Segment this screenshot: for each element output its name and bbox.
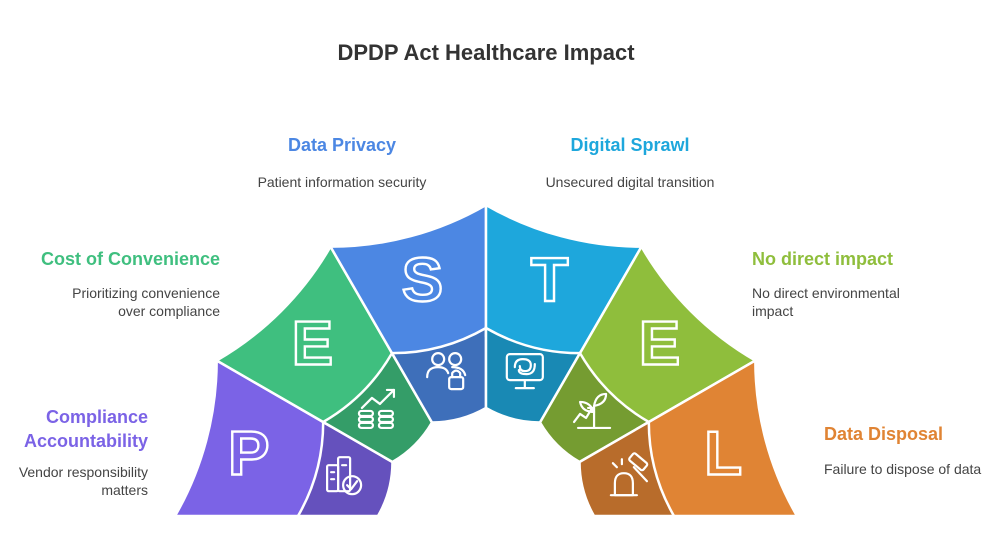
segment-letter-6: L [704,419,742,488]
desc-data-disposal: Failure to dispose of data [824,461,982,477]
monitor-tangle-icon [505,353,544,390]
label-digital-sprawl: Digital Sprawl [570,135,690,155]
desc-line-1: Prioritizing convenience [72,285,220,301]
segment-letter-5: E [639,309,680,378]
segment-letter-4: T [531,246,569,315]
label-line-1: Compliance [45,407,148,427]
desc-line-2: matters [101,482,148,498]
desc-no-direct-impact: No direct environmental impact [752,284,900,320]
desc-cost-of-convenience: Prioritizing convenience over compliance [72,284,220,320]
label-no-direct-impact: No direct impact [752,249,894,269]
desc-line-2: over compliance [118,303,220,319]
label-line-2: Accountability [23,431,148,451]
gavel-icon [609,452,649,497]
desc-line-1: No direct environmental [752,285,900,301]
desc-line-1: Vendor responsibility [18,464,148,480]
desc-compliance-accountability: Vendor responsibility matters [19,463,148,499]
growth-coins-icon [357,388,396,430]
label-data-privacy: Data Privacy [287,135,397,155]
segment-letter-3: S [402,246,443,315]
desc-data-privacy: Patient information security [257,174,427,190]
segment-letter-1: P [228,419,269,488]
building-check-icon [326,456,363,496]
desc-digital-sprawl: Unsecured digital transition [545,174,715,190]
label-compliance-accountability: Compliance Accountability [24,405,148,453]
plant-growth-icon [572,392,612,430]
label-cost-of-convenience: Cost of Convenience [40,249,220,269]
segment-letter-2: E [292,309,333,378]
inner-segment-6 [578,419,677,518]
label-data-disposal: Data Disposal [824,424,944,444]
desc-line-2: impact [752,303,794,319]
users-lock-icon [426,352,467,391]
diagram-title: DPDP Act Healthcare Impact [337,40,635,65]
